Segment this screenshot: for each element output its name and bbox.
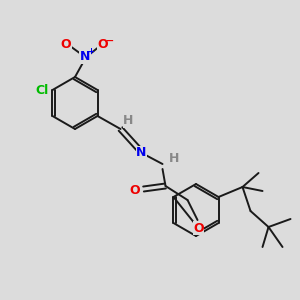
Text: O: O: [61, 38, 71, 50]
Text: N: N: [136, 146, 147, 160]
Text: −: −: [106, 36, 114, 46]
Text: +: +: [88, 47, 94, 56]
Text: H: H: [123, 115, 134, 128]
Text: Cl: Cl: [36, 85, 49, 98]
Text: N: N: [80, 50, 90, 64]
Text: O: O: [129, 184, 140, 196]
Text: H: H: [169, 152, 180, 166]
Text: O: O: [98, 38, 108, 52]
Text: O: O: [193, 221, 204, 235]
